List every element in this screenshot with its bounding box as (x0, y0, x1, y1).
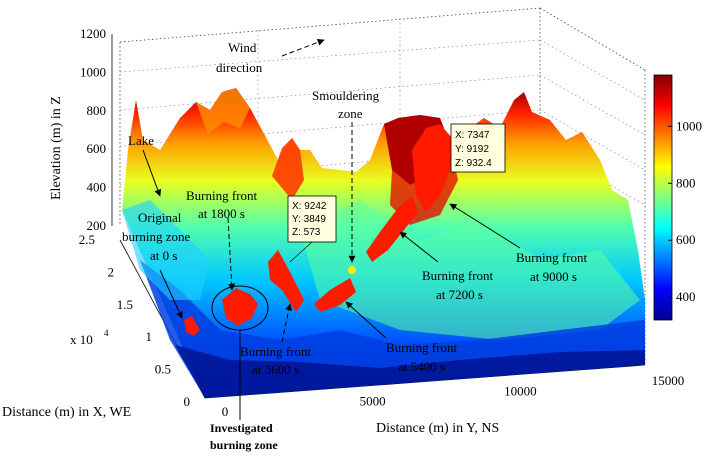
data-tip-2-y: Y: 9192 (455, 144, 489, 155)
bf5400-arrow (345, 301, 387, 339)
x-axis-label: Distance (m) in X, WE (2, 405, 131, 420)
x-tick-label: 2.5 (79, 232, 95, 247)
fire-5400s (314, 278, 356, 312)
data-tip-1: X: 9242 Y: 3849 Z: 573 (287, 195, 337, 263)
bf1800-label-1: Burning front (186, 188, 258, 203)
annotation-arrows (142, 38, 521, 420)
colorbar: 400 600 800 1000 (653, 74, 702, 321)
colorbar-tick-label: 800 (676, 175, 696, 190)
invest-label-2: burning zone (210, 438, 278, 452)
bf7200-label-2: at 7200 s (436, 287, 483, 302)
data-tip-2: X: 7347 Y: 9192 Z: 932.4 (450, 123, 506, 173)
orig-arrow (159, 269, 183, 319)
fire-3600s (268, 250, 304, 312)
bf1800-arrow (227, 217, 236, 291)
z-tick-label: 600 (87, 141, 107, 156)
x-multiplier-base: x 10 (70, 332, 93, 347)
wind-label-1: Wind (228, 40, 257, 55)
bf3600-arrow (281, 303, 293, 343)
z-tick-label: 200 (87, 218, 107, 233)
z-tick-label: 400 (87, 180, 107, 195)
bf7200-label-1: Burning front (422, 268, 494, 283)
data-tip-2-z: Z: 932.4 (455, 158, 492, 169)
z-tick-label: 800 (87, 103, 107, 118)
invest-label-1: Investigated (210, 421, 273, 435)
terrain-ridge-center (272, 138, 304, 200)
x-axis-ticks: 0 0.5 1 1.5 2 2.5 (79, 232, 190, 409)
x-tick-label: 0.5 (155, 362, 171, 377)
y-tick-label: 10000 (504, 383, 537, 398)
bf3600-label-1: Burning front (240, 344, 312, 359)
bf9000-label-1: Burning front (516, 250, 588, 265)
orig-label-1: Original (138, 210, 182, 225)
colorbar-tick-label: 400 (676, 289, 696, 304)
terrain-front-dark (175, 345, 645, 398)
z-axis-label: Elevation (m) in Z (49, 96, 64, 200)
y-tick-label: 5000 (360, 394, 386, 409)
z-axis-ticks: 200 400 600 800 1000 1200 (80, 26, 106, 233)
orig-label-3: at 0 s (150, 248, 177, 263)
bf7200-arrow (399, 231, 439, 263)
back-top-edge (119, 7, 541, 43)
bf3600-label-2: at 3600 s (252, 362, 299, 377)
y-axis-ticks: 0 5000 10000 15000 (222, 373, 685, 419)
terrain-ridge-left (196, 88, 250, 134)
colorbar-ticks: 400 600 800 1000 (668, 118, 702, 304)
smoulder-label-2: zone (338, 106, 363, 121)
x-tick-label: 0 (184, 394, 191, 409)
colorbar-tick-label: 1000 (676, 118, 702, 133)
y-axis-label: Distance (m) in Y, NS (376, 421, 499, 436)
fire-regions (184, 124, 452, 336)
x-tick-label: 1.5 (117, 297, 133, 312)
smoulder-label-1: Smouldering (312, 88, 380, 103)
x-multiplier: x 10 4 (70, 328, 109, 347)
wind-arrow (281, 38, 325, 57)
x-tick-label: 1 (146, 329, 153, 344)
smoulder-zone-mark (348, 266, 356, 274)
data-tip-2-x: X: 7347 (455, 130, 490, 141)
bf9000-label-2: at 9000 s (530, 269, 577, 284)
annotations: Wind direction Smouldering zone Lake Ori… (122, 40, 588, 452)
colorbar-gradient (653, 74, 673, 321)
z-tick-label: 1000 (80, 64, 106, 79)
fire-7200s (366, 196, 418, 262)
x-tick-label: 2 (108, 264, 115, 279)
colorbar-tick-label: 600 (676, 232, 696, 247)
fire-9000s (412, 124, 452, 212)
fire-origin (184, 316, 200, 336)
lake-label: Lake (128, 133, 154, 148)
y-tick-label: 15000 (652, 373, 685, 388)
terrain-left-cyan (122, 200, 210, 300)
back-right-top-edge (539, 7, 646, 71)
data-tip-1-x: X: 9242 (292, 201, 327, 212)
wind-label-2: direction (216, 60, 263, 75)
bf1800-label-2: at 1800 s (198, 206, 245, 221)
orig-label-2: burning zone (122, 229, 190, 244)
bf5400-label-2: at 5400 s (398, 359, 445, 374)
data-tip-1-y: Y: 3849 (292, 214, 326, 225)
bf5400-label-1: Burning front (386, 340, 458, 355)
y-tick-label: 0 (222, 404, 229, 419)
data-tip-1-z: Z: 573 (292, 227, 321, 238)
lake-arrow (142, 149, 162, 197)
z-tick-label: 1200 (80, 26, 106, 41)
bf9000-arrow (449, 203, 521, 249)
x-multiplier-exp: 4 (104, 328, 109, 338)
fire-1800s (222, 288, 258, 326)
